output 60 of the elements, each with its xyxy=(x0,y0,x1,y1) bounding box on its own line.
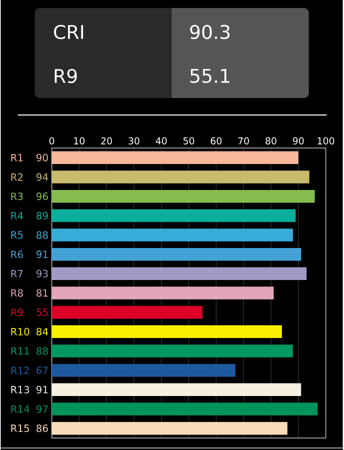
text: 55.1 xyxy=(190,68,230,84)
y-tick-label: R4 xyxy=(12,212,24,220)
bar xyxy=(52,306,203,319)
y-tick-label: R2 xyxy=(12,173,23,181)
y-tick-label: R8 xyxy=(12,289,24,297)
data-label: 81 xyxy=(36,289,48,297)
data-label: 91 xyxy=(36,386,48,394)
y-tick-label: R7 xyxy=(12,270,23,278)
data-label: 90 xyxy=(36,154,48,162)
x-tick-label: 10 xyxy=(74,137,85,144)
data-label: 88 xyxy=(36,231,48,239)
bar xyxy=(52,344,294,358)
x-tick-label: 40 xyxy=(156,137,167,144)
y-tick-label: R3 xyxy=(12,192,23,200)
bar xyxy=(52,286,274,300)
data-label: 91 xyxy=(36,250,48,258)
bar xyxy=(52,151,299,164)
text: R9 xyxy=(55,68,78,84)
x-tick-label: 80 xyxy=(266,137,277,144)
bar xyxy=(52,267,307,280)
data-label: 96 xyxy=(36,192,48,200)
x-tick-label: 100 xyxy=(318,137,334,144)
data-label: 97 xyxy=(36,405,48,413)
data-label: 86 xyxy=(36,424,48,432)
y-tick-label: R12 xyxy=(12,366,30,374)
data-label: 55 xyxy=(36,308,48,316)
x-tick-label: 20 xyxy=(101,137,112,144)
x-tick-label: 70 xyxy=(238,137,250,144)
bar xyxy=(52,209,296,222)
y-tick-label: R10 xyxy=(12,328,30,336)
bar xyxy=(52,325,282,338)
y-tick-label: R11 xyxy=(12,347,30,355)
bar xyxy=(52,383,302,396)
y-tick-label: R6 xyxy=(12,250,24,258)
data-label: 84 xyxy=(36,328,48,336)
bar xyxy=(52,364,236,377)
text: CRI xyxy=(54,24,84,40)
x-tick-label: 60 xyxy=(211,137,222,144)
y-tick-label: R5 xyxy=(12,231,23,239)
y-tick-label: R15 xyxy=(12,424,30,432)
data-label: 67 xyxy=(36,366,48,374)
data-label: 89 xyxy=(36,212,48,220)
x-tick-label: 0 xyxy=(50,137,54,144)
text: 90.3 xyxy=(190,24,230,40)
bar xyxy=(52,402,318,416)
bar xyxy=(52,190,316,203)
y-tick-label: R13 xyxy=(12,386,30,394)
data-label: 88 xyxy=(36,347,48,355)
y-tick-label: R14 xyxy=(12,405,30,413)
x-tick-label: 50 xyxy=(184,137,194,144)
y-tick-label: R9 xyxy=(12,308,24,316)
data-label: 93 xyxy=(36,270,48,278)
bar xyxy=(52,248,302,261)
x-tick-label: 90 xyxy=(293,137,304,144)
bar xyxy=(52,422,288,435)
x-tick-label: 30 xyxy=(128,137,140,144)
bar xyxy=(52,170,310,184)
data-label: 94 xyxy=(36,173,48,181)
y-tick-label: R1 xyxy=(12,154,23,162)
bar xyxy=(52,228,294,242)
